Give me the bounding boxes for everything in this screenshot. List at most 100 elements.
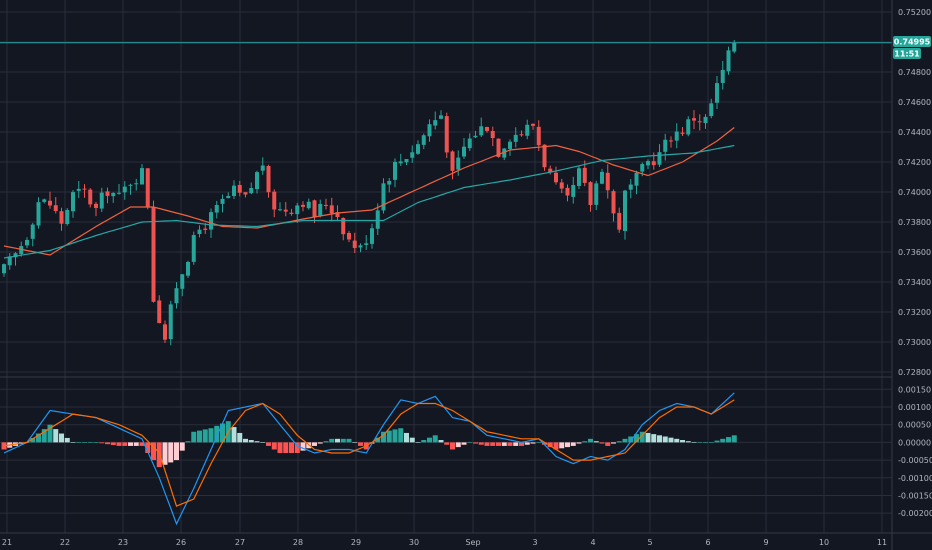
candle-body bbox=[628, 184, 633, 190]
macd-histogram-bar bbox=[565, 442, 570, 448]
last-price-tag: 0.74995 11:51 bbox=[893, 36, 931, 59]
macd-histogram-bar bbox=[415, 442, 421, 443]
macd-histogram-bar bbox=[151, 442, 156, 461]
candle-body bbox=[105, 191, 110, 196]
macd-histogram-bar bbox=[536, 442, 542, 443]
macd-histogram-bar bbox=[64, 437, 70, 443]
macd-histogram-bar bbox=[179, 442, 185, 451]
candle-body bbox=[243, 192, 248, 195]
candle-body bbox=[398, 161, 403, 164]
time-tick-label: 11 bbox=[877, 538, 887, 547]
macd-histogram-bar bbox=[82, 442, 87, 443]
time-tick-label: 26 bbox=[176, 538, 186, 547]
macd-histogram-bar bbox=[386, 430, 392, 443]
candle-body bbox=[565, 187, 570, 196]
candle-body bbox=[554, 172, 558, 183]
candle-body bbox=[542, 144, 547, 168]
macd-histogram-bar bbox=[593, 441, 599, 443]
macd-histogram-bar bbox=[76, 442, 82, 443]
candle-body bbox=[421, 135, 426, 145]
candle-body bbox=[278, 209, 282, 211]
macd-histogram-bar bbox=[116, 442, 122, 446]
candle-body bbox=[19, 246, 24, 255]
candle-body bbox=[214, 204, 219, 213]
macd-histogram-bar bbox=[605, 442, 611, 446]
candle-body bbox=[450, 151, 455, 171]
macd-histogram-bar bbox=[294, 442, 300, 453]
macd-tick-label: 0.00050 bbox=[898, 421, 931, 430]
time-axis[interactable]: 21 22 23 26 27 28 29 30 Sep 3 4 5 6 9 10 11 bbox=[2, 538, 887, 547]
candle-body bbox=[65, 209, 70, 225]
candle-body bbox=[715, 83, 719, 103]
candle-body bbox=[163, 324, 167, 340]
macd-histogram-bar bbox=[634, 434, 639, 443]
price-tick-label: 0.73000 bbox=[898, 338, 931, 347]
candle-body bbox=[341, 218, 346, 235]
signal-line bbox=[3, 399, 735, 507]
macd-histogram-bar bbox=[110, 442, 116, 446]
countdown-box bbox=[893, 48, 921, 59]
candle-body bbox=[479, 126, 484, 136]
candle-body bbox=[329, 205, 334, 214]
macd-histogram-bar bbox=[622, 438, 628, 443]
macd-histogram-bar bbox=[657, 435, 662, 443]
macd-histogram-bar bbox=[41, 429, 47, 443]
price-axis[interactable]: 0.752000.750000.748000.746000.744000.742… bbox=[898, 8, 932, 518]
candle-body bbox=[59, 211, 64, 224]
candle-body bbox=[525, 124, 530, 136]
macd-histogram-bar bbox=[628, 436, 634, 443]
candle-body bbox=[2, 264, 6, 274]
macd-histogram-bar bbox=[59, 433, 64, 443]
candle-body bbox=[548, 168, 553, 173]
macd-tick-label: 0.00000 bbox=[898, 438, 931, 447]
candle-body bbox=[559, 182, 564, 189]
price-tick-label: 0.75200 bbox=[898, 8, 931, 17]
macd-histogram-bar bbox=[547, 442, 553, 448]
candle-body bbox=[220, 198, 225, 204]
candle-body bbox=[375, 210, 380, 229]
macd-histogram-bar bbox=[174, 442, 179, 461]
macd-histogram-bar bbox=[36, 433, 41, 443]
candle-body bbox=[600, 171, 604, 184]
macd-histogram-bar bbox=[375, 437, 381, 443]
candle-body bbox=[324, 204, 328, 206]
time-tick-label: 23 bbox=[118, 538, 128, 547]
macd-histogram-bar bbox=[570, 442, 576, 446]
macd-histogram-bar bbox=[392, 429, 398, 443]
macd-histogram-bar bbox=[496, 442, 501, 446]
candle-body bbox=[490, 130, 495, 139]
candle-body bbox=[352, 240, 357, 248]
candle-body bbox=[439, 115, 443, 119]
macd-histogram-bar bbox=[289, 442, 294, 453]
macd-histogram-bar bbox=[708, 442, 714, 443]
candle-body bbox=[306, 201, 311, 209]
macd-tick-label: -0.00200 bbox=[898, 509, 932, 518]
macd-histogram-bar bbox=[266, 442, 271, 446]
macd-histogram-bar bbox=[346, 438, 352, 443]
macd-histogram-bar bbox=[214, 425, 220, 443]
time-tick-label: 29 bbox=[351, 538, 361, 547]
macd-histogram-bar bbox=[47, 424, 53, 443]
candle-body bbox=[140, 168, 144, 185]
time-tick-label: Sep bbox=[465, 538, 480, 547]
macd-histogram-bar bbox=[450, 442, 455, 450]
price-pane[interactable] bbox=[0, 39, 892, 346]
macd-histogram-bar bbox=[277, 442, 283, 453]
macd-histogram-bar bbox=[519, 442, 524, 446]
candle-body bbox=[531, 123, 535, 126]
macd-histogram-bar bbox=[323, 441, 329, 443]
macd-histogram-bar bbox=[484, 442, 490, 446]
candle-body bbox=[174, 288, 179, 304]
candle-body bbox=[577, 168, 581, 186]
candle-body bbox=[732, 42, 737, 52]
candle-body bbox=[410, 152, 415, 158]
macd-histogram-bar bbox=[731, 435, 737, 443]
macd-pane[interactable] bbox=[1, 392, 737, 526]
macd-histogram-bar bbox=[404, 432, 409, 443]
candle-body bbox=[393, 161, 397, 180]
macd-histogram-bar bbox=[70, 442, 76, 443]
time-tick-label: 22 bbox=[60, 538, 70, 547]
macd-histogram-bar bbox=[260, 442, 266, 443]
macd-histogram-bar bbox=[524, 442, 530, 445]
